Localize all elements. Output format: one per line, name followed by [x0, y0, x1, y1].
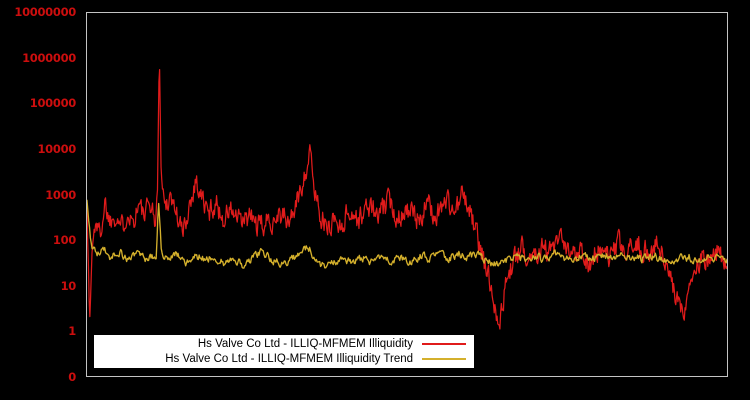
series-line-illiquidity-trend: [87, 200, 727, 268]
y-tick-label-0: 0: [68, 370, 76, 384]
legend-label-illiquidity-trend: Hs Valve Co Ltd - ILLIQ-MFMEM Illiquidit…: [165, 353, 413, 365]
y-tick-label-100: 100: [52, 233, 76, 248]
legend-swatch-illiquidity-trend: [422, 358, 466, 360]
legend-item-illiquidity: Hs Valve Co Ltd - ILLIQ-MFMEM Illiquidit…: [94, 337, 468, 352]
y-tick-label-100000: 100000: [29, 96, 77, 111]
y-axis: 10000000 1000000 100000 10000 1000 100 10 1 0: [0, 0, 86, 400]
series-line-illiquidity: [87, 70, 727, 329]
legend-item-illiquidity-trend: Hs Valve Co Ltd - ILLIQ-MFMEM Illiquidit…: [94, 352, 468, 367]
y-tick-label-1000000: 1000000: [22, 50, 76, 65]
y-tick-label-10: 10: [60, 278, 77, 293]
legend-label-illiquidity: Hs Valve Co Ltd - ILLIQ-MFMEM Illiquidit…: [197, 338, 413, 350]
y-tick-label-1: 1: [68, 324, 76, 339]
legend-swatch-illiquidity: [422, 343, 466, 345]
chart-legend: Hs Valve Co Ltd - ILLIQ-MFMEM Illiquidit…: [94, 335, 474, 368]
y-tick-label-1000: 1000: [45, 187, 76, 202]
plot-svg: [87, 13, 727, 376]
plot-area: [86, 12, 728, 377]
y-tick-label-10000: 10000: [37, 141, 76, 156]
y-tick-label-10000000: 10000000: [14, 5, 76, 19]
